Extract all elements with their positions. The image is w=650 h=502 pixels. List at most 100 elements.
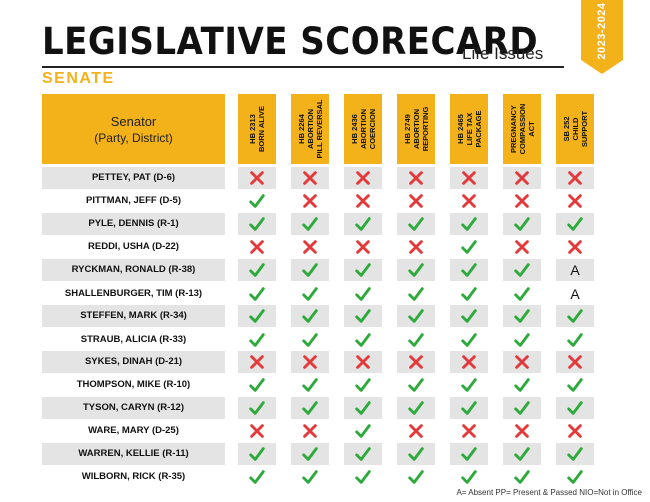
check-icon [397, 213, 435, 235]
bill-header-label: HB 2749 ABORTION REPORTING [402, 106, 430, 152]
x-mark-icon [291, 190, 329, 212]
bill-column-header: PREGNANCY COMPASSION ACT [503, 94, 541, 164]
x-mark-icon [450, 351, 488, 373]
check-icon [291, 466, 329, 488]
vote-status-label: A [570, 286, 580, 302]
x-mark-icon [450, 190, 488, 212]
table-row: RYCKMAN, RONALD (R-38) A [42, 259, 600, 281]
check-icon [397, 443, 435, 465]
check-icon [503, 283, 541, 305]
check-icon [344, 213, 382, 235]
check-icon [291, 374, 329, 396]
x-mark-icon [291, 167, 329, 189]
senator-name: SYKES, DINAH (D-21) [42, 351, 225, 373]
page-title: LEGISLATIVE SCORECARD [42, 20, 539, 63]
table-row: PITTMAN, JEFF (D-5) [42, 190, 600, 212]
check-icon [238, 374, 276, 396]
table-row: WILBORN, RICK (R-35) [42, 466, 600, 488]
x-mark-icon [344, 351, 382, 373]
check-icon [503, 213, 541, 235]
bill-header-label: HB 2264 ABORTION PILL REVERSAL [296, 99, 324, 159]
check-icon [397, 305, 435, 327]
check-icon [450, 443, 488, 465]
bill-header-label: SB 252 CHILD SUPPORT [561, 110, 589, 148]
check-icon [450, 397, 488, 419]
check-icon [291, 443, 329, 465]
check-icon [344, 397, 382, 419]
check-icon [344, 420, 382, 442]
check-icon [238, 283, 276, 305]
check-icon [503, 466, 541, 488]
bill-column-header: HB 2749 ABORTION REPORTING [397, 94, 435, 164]
check-icon [397, 329, 435, 351]
x-mark-icon [556, 236, 594, 258]
x-mark-icon [503, 167, 541, 189]
table-row: PYLE, DENNIS (R-1) [42, 213, 600, 235]
x-mark-icon [344, 167, 382, 189]
bill-column-header: HB 2313 BORN ALIVE [238, 94, 276, 164]
check-icon [503, 397, 541, 419]
bill-column-header: SB 252 CHILD SUPPORT [556, 94, 594, 164]
x-mark-icon [397, 236, 435, 258]
x-mark-icon [450, 167, 488, 189]
check-icon [503, 305, 541, 327]
year-banner-label: 2023-2024 [596, 2, 608, 60]
senator-name: RYCKMAN, RONALD (R-38) [42, 259, 225, 281]
x-mark-icon [238, 236, 276, 258]
x-mark-icon [503, 420, 541, 442]
x-mark-icon [291, 236, 329, 258]
check-icon [450, 466, 488, 488]
check-icon [503, 443, 541, 465]
table-row: SYKES, DINAH (D-21) [42, 351, 600, 373]
senator-name: PYLE, DENNIS (R-1) [42, 213, 225, 235]
check-icon [556, 305, 594, 327]
check-icon [291, 259, 329, 281]
check-icon [291, 213, 329, 235]
x-mark-icon [397, 190, 435, 212]
x-mark-icon [556, 167, 594, 189]
senator-name: REDDI, USHA (D-22) [88, 241, 179, 252]
table-row: WARREN, KELLIE (R-11) [42, 443, 600, 465]
check-icon [344, 329, 382, 351]
check-icon [556, 443, 594, 465]
senator-name: WARE, MARY (D-25) [88, 425, 179, 436]
table-row: SHALLENBURGER, TIM (R-13) A [42, 283, 600, 305]
check-icon [450, 236, 488, 258]
check-icon [238, 190, 276, 212]
check-icon [238, 259, 276, 281]
x-mark-icon [238, 420, 276, 442]
table-row: STRAUB, ALICIA (R-33) [42, 329, 600, 351]
check-icon [556, 374, 594, 396]
check-icon [450, 283, 488, 305]
check-icon [450, 374, 488, 396]
check-icon [291, 329, 329, 351]
check-icon [238, 466, 276, 488]
check-icon [450, 329, 488, 351]
table-row: STEFFEN, MARK (R-34) [42, 305, 600, 327]
chamber-label: SENATE [42, 70, 115, 87]
check-icon [344, 259, 382, 281]
senator-column-header: Senator (Party, District) [42, 94, 225, 164]
senator-name: TYSON, CARYN (R-12) [42, 397, 225, 419]
title-divider [42, 66, 564, 68]
check-icon [291, 397, 329, 419]
check-icon [397, 283, 435, 305]
bill-header-label: HB 2313 BORN ALIVE [248, 106, 266, 152]
check-icon [238, 397, 276, 419]
x-mark-icon [397, 420, 435, 442]
x-mark-icon [503, 236, 541, 258]
x-mark-icon [397, 351, 435, 373]
x-mark-icon [291, 351, 329, 373]
check-icon [238, 443, 276, 465]
check-icon [397, 466, 435, 488]
vote-status: A [556, 283, 594, 305]
x-mark-icon [397, 167, 435, 189]
senator-name: PITTMAN, JEFF (D-5) [86, 195, 181, 206]
table-row: TYSON, CARYN (R-12) [42, 397, 600, 419]
x-mark-icon [344, 190, 382, 212]
check-icon [503, 329, 541, 351]
check-icon [397, 259, 435, 281]
check-icon [344, 443, 382, 465]
check-icon [397, 374, 435, 396]
x-mark-icon [238, 167, 276, 189]
